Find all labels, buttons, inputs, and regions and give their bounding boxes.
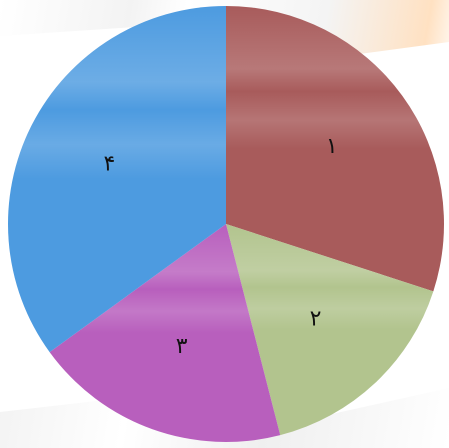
- pie-slice-sheen-3: [49, 224, 281, 442]
- pie-slice-label-1: ۱: [326, 134, 338, 159]
- pie-slice-label-4: ۴: [104, 152, 116, 177]
- pie-slice-sheen-1: [226, 6, 444, 292]
- pie-slice-label-3: ۳: [176, 334, 188, 359]
- pie-slice-sheen-4: [8, 6, 226, 353]
- pie-slice-label-2: ۲: [310, 306, 322, 331]
- pie-slice-sheen-2: [226, 224, 434, 436]
